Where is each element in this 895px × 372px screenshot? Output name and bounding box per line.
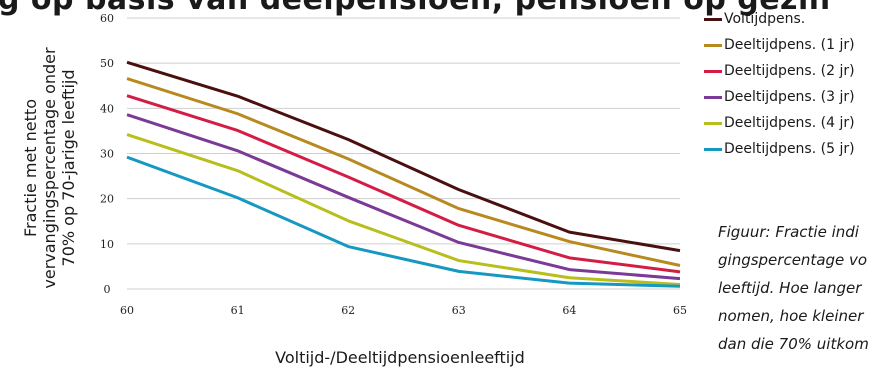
legend-swatch (704, 95, 722, 99)
y-tick-labels: 0 10 20 30 40 50 60 (100, 12, 114, 296)
legend-label: Deeltijdpens. (4 jr) (724, 115, 855, 131)
x-tick-label: 61 (231, 304, 245, 317)
legend-label: Deeltijdpens. (5 jr) (724, 141, 855, 157)
chart-title: g op basis van deelpensioen, pensioen op… (0, 0, 831, 17)
line-chart: 0 10 20 30 40 50 60 60 61 62 63 64 65 Fractie met n… (21, 12, 687, 367)
grid-lines (127, 17, 680, 290)
x-tick-label: 63 (452, 304, 466, 317)
caption-line: Figuur: Fractie indi (718, 223, 859, 241)
series-line (126, 94, 681, 274)
y-tick-label: 0 (104, 283, 111, 296)
legend-item: Deeltijdpens. (5 jr) (704, 136, 855, 162)
legend-item: Voltijdpens. (704, 6, 855, 32)
legend-swatch (704, 147, 722, 151)
y-axis-label-line-1: Fractie met netto (21, 99, 40, 237)
y-tick-label: 60 (100, 12, 114, 25)
legend-item: Deeltijdpens. (4 jr) (704, 110, 855, 136)
legend-swatch (704, 43, 722, 47)
legend-swatch (704, 69, 722, 73)
legend-item: Deeltijdpens. (3 jr) (704, 84, 855, 110)
legend-label: Voltijdpens. (724, 11, 806, 27)
series-line (126, 77, 681, 267)
series-line (126, 113, 681, 281)
legend-swatch (704, 121, 722, 125)
y-tick-label: 20 (100, 193, 114, 206)
y-tick-label: 30 (100, 148, 114, 161)
caption-line: gingspercentage vo (718, 251, 868, 269)
series-line (126, 133, 681, 286)
y-tick-label: 50 (100, 57, 114, 70)
legend-item: Deeltijdpens. (1 jr) (704, 32, 855, 58)
x-tick-label: 62 (341, 304, 355, 317)
x-tick-label: 60 (120, 304, 134, 317)
legend-label: Deeltijdpens. (1 jr) (724, 37, 855, 53)
y-tick-label: 40 (100, 102, 114, 115)
series-lines (126, 60, 681, 288)
x-tick-label: 65 (673, 304, 687, 317)
series-line (126, 155, 681, 288)
y-axis-label-line-2: vervangingspercentage onder (40, 47, 59, 289)
legend-swatch (704, 17, 722, 21)
x-tick-labels: 60 61 62 63 64 65 (120, 304, 687, 317)
caption-line: leeftijd. Hoe langer (718, 279, 862, 297)
x-axis-label: Voltijd-/Deeltijdpensioenleeftijd (275, 348, 525, 367)
caption-line: nomen, hoe kleiner (718, 307, 864, 325)
legend-item: Deeltijdpens. (2 jr) (704, 58, 855, 84)
y-axis-label-line-3: 70% op 70-jarige leeftijd (59, 70, 78, 267)
x-tick-label: 64 (562, 304, 576, 317)
caption-line: dan die 70% uitkom (718, 335, 869, 353)
legend-label: Deeltijdpens. (3 jr) (724, 89, 855, 105)
legend-label: Deeltijdpens. (2 jr) (724, 63, 855, 79)
series-line (126, 60, 681, 253)
y-tick-label: 10 (100, 238, 114, 251)
legend: Voltijdpens. Deeltijdpens. (1 jr) Deeltijd… (704, 6, 855, 162)
figure-caption: Figuur: Fractie indi gingspercentage vo … (718, 218, 895, 358)
